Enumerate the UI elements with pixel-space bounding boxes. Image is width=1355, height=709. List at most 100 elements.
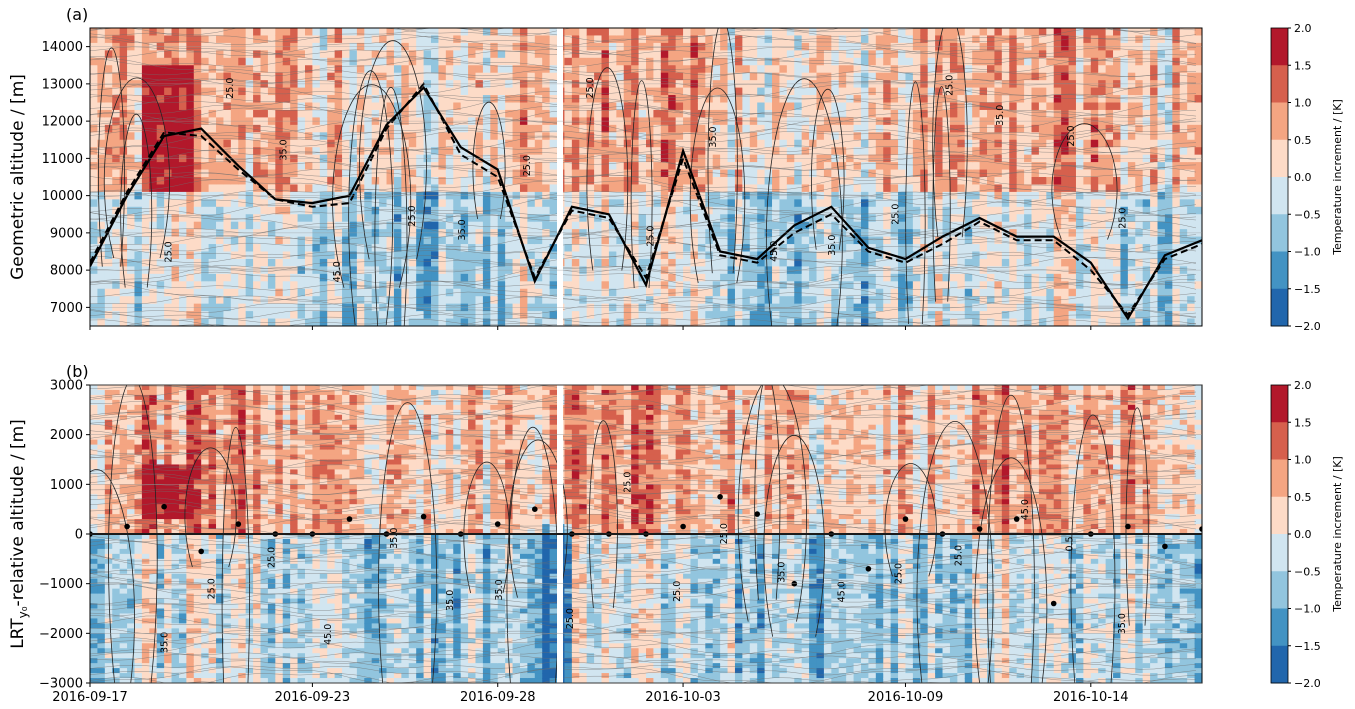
heatmap-cell (683, 139, 692, 148)
heatmap-cell (312, 42, 321, 51)
heatmap-cell (779, 162, 788, 171)
heatmap-cell (972, 117, 981, 126)
heatmap-cell (660, 102, 669, 111)
heatmap-cell (1001, 147, 1010, 156)
heatmap-cell (386, 206, 395, 215)
heatmap-cell (512, 139, 521, 148)
heatmap-cell (683, 281, 692, 290)
heatmap-cell (245, 221, 254, 230)
heatmap-cell (608, 288, 617, 297)
heatmap-cell (475, 72, 484, 81)
heatmap-cell (905, 28, 914, 37)
heatmap-cell (512, 65, 521, 74)
heatmap-cell (186, 42, 195, 51)
heatmap-cell (253, 258, 262, 267)
heatmap-cell (445, 177, 454, 186)
heatmap-cell (927, 244, 936, 253)
heatmap-cell (868, 236, 877, 245)
heatmap-cell (216, 199, 225, 208)
heatmap-cell (408, 50, 417, 59)
heatmap-cell (475, 65, 484, 74)
heatmap-cell (460, 95, 469, 104)
heatmap-cell (1001, 35, 1010, 44)
heatmap-cell (994, 251, 1003, 260)
heatmap-cell (987, 117, 996, 126)
heatmap-cell (608, 117, 617, 126)
heatmap-cell (490, 236, 499, 245)
heatmap-cell (823, 258, 832, 267)
heatmap-cell (987, 50, 996, 59)
heatmap-cell (393, 28, 402, 37)
heatmap-cell (497, 184, 506, 193)
heatmap-cell (223, 147, 232, 156)
heatmap-cell (445, 169, 454, 178)
heatmap-cell (638, 296, 647, 305)
heatmap-cell (801, 288, 810, 297)
heatmap-cell (97, 80, 106, 89)
heatmap-cell (727, 87, 736, 96)
heatmap-cell (764, 117, 773, 126)
heatmap-cell (230, 50, 239, 59)
heatmap-cell (519, 42, 528, 51)
heatmap-cell (905, 124, 914, 133)
heatmap-cell (549, 169, 558, 178)
heatmap-cell (571, 95, 580, 104)
heatmap-cell (245, 184, 254, 193)
heatmap-cell (371, 169, 380, 178)
heatmap-cell (668, 28, 677, 37)
heatmap-cell (475, 35, 484, 44)
heatmap-cell (579, 177, 588, 186)
heatmap-cell (668, 311, 677, 320)
heatmap-cell (497, 311, 506, 320)
heatmap-cell (401, 162, 410, 171)
heatmap-cell (505, 221, 514, 230)
heatmap-cell (749, 28, 758, 37)
heatmap-cell (898, 236, 907, 245)
heatmap-cell (979, 87, 988, 96)
heatmap-cell (957, 109, 966, 118)
heatmap-cell (141, 199, 150, 208)
heatmap-cell (334, 139, 343, 148)
heatmap-cell (779, 109, 788, 118)
heatmap-cell (312, 281, 321, 290)
heatmap-cell (505, 258, 514, 267)
heatmap-cell (868, 162, 877, 171)
heatmap-cell (497, 109, 506, 118)
heatmap-cell (831, 177, 840, 186)
heatmap-cell (972, 273, 981, 282)
heatmap-cell (342, 236, 351, 245)
heatmap-cell (697, 318, 706, 326)
heatmap-cell (571, 42, 580, 51)
heatmap-cell (660, 109, 669, 118)
heatmap-cell (601, 109, 610, 118)
heatmap-cell (119, 139, 128, 148)
heatmap-cell (890, 28, 899, 37)
heatmap-cell (512, 169, 521, 178)
heatmap-cell (853, 102, 862, 111)
heatmap-cell (883, 132, 892, 141)
heatmap-cell (616, 80, 625, 89)
heatmap-cell (1009, 139, 1018, 148)
heatmap-cell (875, 65, 884, 74)
heatmap-cell (823, 206, 832, 215)
heatmap-cell (193, 42, 202, 51)
heatmap-cell (97, 42, 106, 51)
heatmap-cell (697, 206, 706, 215)
heatmap-cell (794, 296, 803, 305)
heatmap-cell (186, 296, 195, 305)
heatmap-cell (905, 288, 914, 297)
heatmap-cell (431, 169, 440, 178)
heatmap-cell (505, 65, 514, 74)
heatmap-cell (408, 206, 417, 215)
heatmap-cell (171, 318, 180, 326)
heatmap-cell (749, 199, 758, 208)
heatmap-cell (720, 206, 729, 215)
heatmap-cell (638, 288, 647, 297)
heatmap-cell (668, 244, 677, 253)
heatmap-cell (393, 117, 402, 126)
heatmap-cell (594, 42, 603, 51)
heatmap-cell (801, 42, 810, 51)
heatmap-cell (312, 139, 321, 148)
heatmap-cell (260, 95, 269, 104)
heatmap-cell (757, 57, 766, 66)
